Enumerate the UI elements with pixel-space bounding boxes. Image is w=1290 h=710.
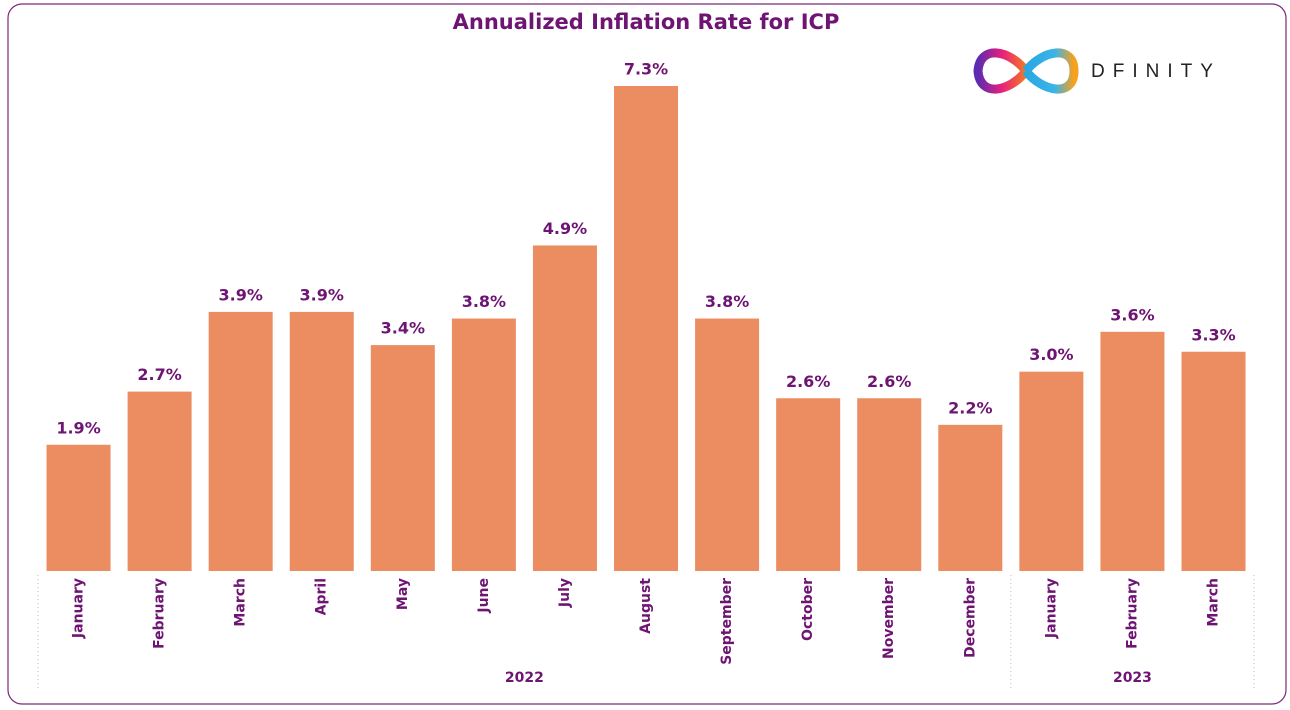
x-tick-label: May <box>395 578 411 610</box>
value-label: 4.9% <box>543 219 587 238</box>
bar <box>1100 331 1165 571</box>
bar <box>46 444 111 571</box>
bar <box>695 318 760 571</box>
logo: DFINITY <box>973 48 1221 94</box>
value-label: 2.6% <box>786 372 830 391</box>
bar <box>370 345 435 571</box>
bar <box>532 245 597 571</box>
bar <box>208 311 273 571</box>
bar <box>614 86 679 571</box>
value-label: 2.6% <box>867 372 911 391</box>
x-tick-label: August <box>638 578 654 634</box>
value-label: 3.9% <box>300 285 344 304</box>
value-label: 2.7% <box>137 365 181 384</box>
x-tick-label: March <box>233 578 249 627</box>
value-label: 3.0% <box>1029 345 1073 364</box>
x-tick-label: February <box>1124 578 1140 649</box>
x-tick-label: February <box>152 578 168 649</box>
x-tick-label: July <box>557 578 573 608</box>
x-tick-label: March <box>1206 578 1222 627</box>
x-tick-label: January <box>1043 578 1059 639</box>
x-tick-label: September <box>719 578 735 665</box>
group-label: 2023 <box>1113 670 1152 686</box>
x-tick-label: June <box>476 578 492 614</box>
bar <box>857 398 922 571</box>
x-tick-label: January <box>71 578 87 639</box>
x-tick-label: April <box>314 578 330 615</box>
logo-icon-right <box>1022 48 1079 94</box>
value-label: 3.9% <box>218 285 262 304</box>
value-label: 7.3% <box>624 60 668 79</box>
bar <box>127 391 192 571</box>
bar <box>1181 351 1246 571</box>
bar <box>776 398 841 571</box>
value-label: 3.6% <box>1110 305 1154 324</box>
bar <box>1019 371 1084 571</box>
bar <box>938 424 1003 571</box>
value-label: 3.4% <box>381 319 425 338</box>
logo-icon-left <box>973 48 1030 94</box>
bar <box>289 311 354 571</box>
logo-text: DFINITY <box>1091 61 1221 82</box>
x-tick-label: October <box>800 578 816 641</box>
chart-title: Annualized Inflation Rate for ICP <box>453 10 840 34</box>
group-label: 2022 <box>505 670 544 686</box>
bar <box>451 318 516 571</box>
value-label: 3.8% <box>705 292 749 311</box>
value-label: 1.9% <box>56 418 100 437</box>
x-tick-label: November <box>881 578 897 659</box>
x-tick-label: December <box>962 578 978 658</box>
value-label: 3.3% <box>1191 325 1235 344</box>
value-label: 3.8% <box>462 292 506 311</box>
value-label: 2.2% <box>948 398 992 417</box>
